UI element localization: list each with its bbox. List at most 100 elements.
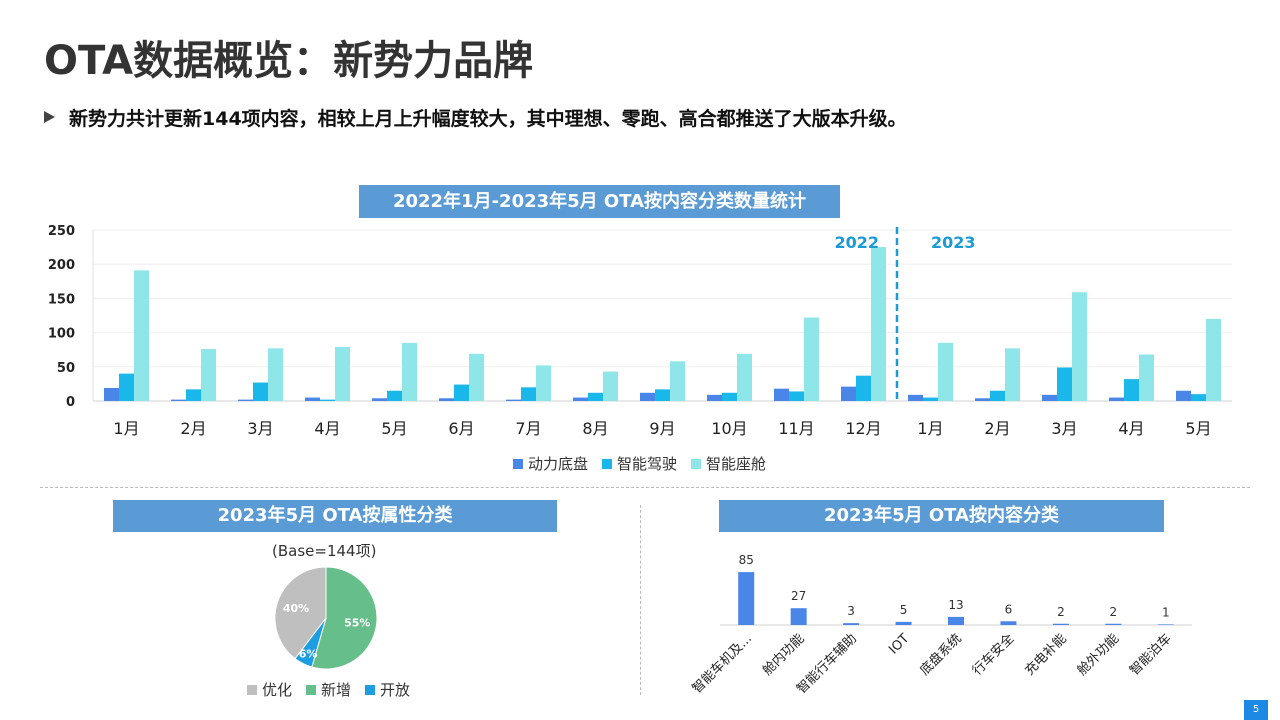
- content-bar: [1052, 623, 1069, 625]
- bar-cockpit: [402, 342, 417, 401]
- content-bar-value: 6: [1005, 602, 1013, 616]
- pie-legend-swatch-open: [365, 684, 376, 695]
- content-bar-value: 1: [1162, 605, 1170, 619]
- bar-cockpit: [268, 348, 283, 401]
- y-tick-label: 200: [48, 258, 75, 273]
- pie-legend-label-new: 新增: [321, 681, 352, 699]
- bar-adas: [186, 389, 201, 401]
- legend-swatch-powertrain: [513, 458, 523, 469]
- main-chart-title-banner: 2022年1月-2023年5月 OTA按内容分类数量统计: [359, 185, 840, 218]
- bar-powertrain: [171, 399, 186, 401]
- x-tick-label: 6月: [448, 419, 474, 438]
- content-bar: [1157, 624, 1174, 625]
- pie-slice-optimize: [274, 566, 327, 660]
- bar-adas: [856, 375, 871, 401]
- content-bar: [1105, 623, 1122, 625]
- content-category-bar-chart: 85智能车机及...27舱内功能3智能行车辅助5IOT13底盘系统6行车安全2充…: [690, 553, 1192, 697]
- y-tick-label: 0: [66, 395, 75, 410]
- x-tick-label: 5月: [1185, 419, 1211, 438]
- bar-cockpit: [335, 346, 350, 401]
- main-chart-legend: 动力底盘 智能驾驶 智能座舱: [513, 453, 766, 474]
- pie-label-open: 6%: [299, 648, 318, 661]
- bar-powertrain: [707, 394, 722, 401]
- bar-adas: [454, 384, 469, 401]
- bar-powertrain: [841, 386, 856, 401]
- bar-cockpit: [469, 353, 484, 401]
- pie-legend-item-open: 开放: [365, 679, 410, 700]
- content-bar: [738, 572, 755, 625]
- bar-adas: [789, 391, 804, 401]
- summary-bullet: 新势力共计更新144项内容，相较上月上升幅度较大，其中理想、零跑、高合都推送了大…: [44, 104, 907, 131]
- monthly-ota-bar-chart: 0 50 100 150 200 250 1月 2月 3月 4月 5月 6月 7月 8月 9月 10月 11月 1…: [48, 224, 1232, 438]
- pie-chart-title: 2023年5月 OTA按属性分类: [217, 505, 453, 526]
- content-category-label: 底盘系统: [917, 631, 965, 679]
- y-tick-label: 250: [48, 224, 75, 239]
- bar-powertrain: [1042, 394, 1057, 401]
- y-tick-label: 150: [48, 292, 75, 307]
- content-chart-title: 2023年5月 OTA按内容分类: [823, 505, 1059, 526]
- x-tick-label: 4月: [314, 419, 340, 438]
- x-tick-label: 3月: [247, 419, 273, 438]
- bar-adas: [253, 382, 268, 401]
- y-tick-label: 50: [57, 361, 75, 376]
- content-category-label: 舱外功能: [1075, 631, 1122, 678]
- legend-item-adas: 智能驾驶: [602, 453, 677, 474]
- bar-cockpit: [670, 361, 685, 401]
- x-tick-label: 2月: [180, 419, 206, 438]
- bar-adas: [119, 373, 134, 401]
- bar-cockpit: [134, 270, 149, 401]
- bar-adas: [655, 389, 670, 401]
- bar-cockpit: [603, 371, 618, 401]
- legend-item-powertrain: 动力底盘: [513, 453, 588, 474]
- legend-label-adas: 智能驾驶: [617, 455, 678, 473]
- bar-powertrain: [238, 399, 253, 401]
- page-title: OTA数据概览：新势力品牌: [44, 38, 534, 84]
- bar-powertrain: [774, 388, 789, 401]
- bar-adas: [722, 392, 737, 401]
- bar-cockpit: [1139, 354, 1154, 401]
- x-tick-label: 11月: [778, 419, 814, 438]
- x-tick-label: 5月: [381, 419, 407, 438]
- bar-adas: [1057, 367, 1072, 401]
- bar-powertrain: [1109, 397, 1124, 401]
- legend-item-cockpit: 智能座舱: [691, 453, 766, 474]
- content-bar-value: 85: [739, 553, 754, 567]
- attribute-pie-chart: 55% 6% 40%: [274, 566, 378, 670]
- legend-label-powertrain: 动力底盘: [528, 455, 589, 473]
- legend-label-cockpit: 智能座舱: [706, 455, 767, 473]
- pie-label-optimize: 40%: [283, 602, 309, 615]
- bar-powertrain: [1176, 390, 1191, 401]
- pie-legend: 优化 新增 开放: [247, 679, 410, 700]
- bar-cockpit: [938, 342, 953, 401]
- pie-legend-item-optimize: 优化: [247, 679, 292, 700]
- bar-adas: [990, 390, 1005, 401]
- content-bar-value: 27: [791, 589, 806, 603]
- bar-cockpit: [1005, 348, 1020, 401]
- content-category-label: 智能泊车: [1127, 631, 1175, 679]
- bar-powertrain: [506, 399, 521, 401]
- pie-chart-title-banner: 2023年5月 OTA按属性分类: [113, 500, 557, 532]
- content-bar: [1000, 621, 1017, 625]
- bar-adas: [1191, 394, 1206, 401]
- year-label-2022: 2022: [834, 233, 879, 252]
- x-tick-label: 9月: [649, 419, 675, 438]
- bar-powertrain: [573, 397, 588, 401]
- bar-powertrain: [640, 392, 655, 401]
- x-tick-label: 7月: [515, 419, 541, 438]
- y-tick-label: 100: [48, 327, 75, 342]
- main-chart-title: 2022年1月-2023年5月 OTA按内容分类数量统计: [392, 191, 807, 212]
- x-tick-label: 8月: [582, 419, 608, 438]
- pie-label-new: 55%: [344, 616, 370, 629]
- bar-cockpit: [1206, 318, 1221, 401]
- x-tick-label: 1月: [113, 419, 139, 438]
- pie-legend-swatch-optimize: [247, 684, 257, 695]
- pie-legend-swatch-new: [306, 684, 317, 695]
- legend-swatch-adas: [602, 458, 613, 469]
- bar-cockpit: [201, 349, 216, 401]
- bar-powertrain: [908, 394, 923, 401]
- bar-cockpit: [536, 365, 551, 401]
- x-tick-label: 3月: [1051, 419, 1077, 438]
- bar-adas: [588, 392, 603, 401]
- content-bar-value: 2: [1057, 605, 1065, 619]
- content-bar-value: 5: [900, 603, 908, 617]
